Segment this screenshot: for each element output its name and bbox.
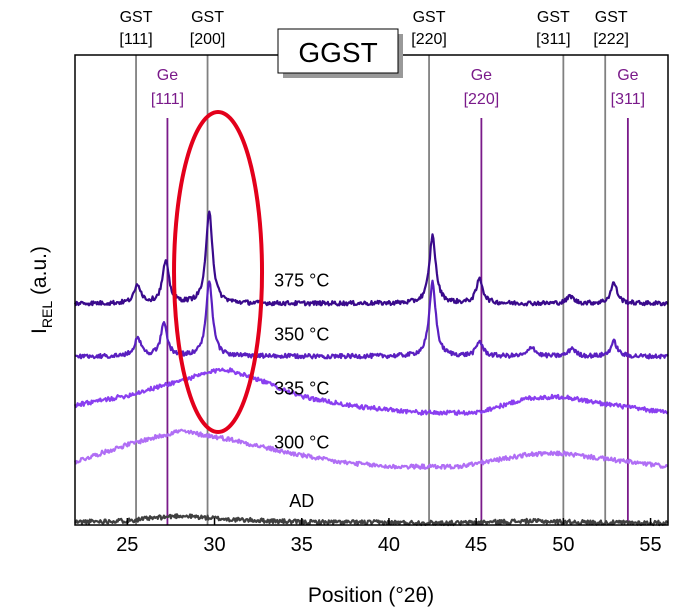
chart-title: GGST [298, 37, 377, 68]
ge-reference-label: Ge [617, 67, 638, 84]
gst-reference-index: [222] [593, 31, 629, 48]
x-tick-label: 40 [378, 534, 400, 556]
gst-reference-label: GST [595, 9, 628, 26]
gst-reference-index: [311] [536, 31, 570, 48]
ge-reference-index: [220] [464, 91, 500, 108]
x-tick-label: 25 [116, 534, 138, 556]
chart-title-box [277, 28, 399, 74]
series-label: 335 °C [274, 379, 329, 399]
x-tick-label: 30 [203, 534, 225, 556]
series-line [73, 367, 669, 416]
gst-reference-label: GST [120, 9, 153, 26]
gst-reference-index: [220] [411, 31, 447, 48]
x-tick-label: 45 [465, 534, 487, 556]
ge-reference-label: Ge [157, 67, 178, 84]
x-axis-title: Position (°2θ) [308, 584, 434, 607]
gst-reference-label: GST [413, 9, 446, 26]
x-tick-label: 35 [291, 534, 313, 556]
series-label: AD [289, 491, 314, 511]
reference-labels: GST [111] GST [200] GST [220] GST [311] GST [222]… [119, 9, 645, 108]
y-axis-title-subscript: REL [39, 301, 55, 328]
reference-lines [135, 55, 629, 525]
highlight-ellipse [172, 110, 265, 434]
series-label: 375 °C [274, 270, 329, 290]
x-axis-ticks: 25 30 35 40 45 50 55 [116, 518, 662, 556]
gst-reference-index: [200] [190, 31, 226, 48]
gst-reference-index: [111] [119, 31, 152, 48]
ge-reference-index: [111] [151, 91, 184, 108]
ge-reference-index: [311] [611, 91, 645, 108]
gst-reference-label: GST [537, 9, 570, 26]
y-axis-title: IREL (a.u.) [28, 246, 55, 334]
series-line [73, 210, 669, 307]
gst-reference-label: GST [191, 9, 224, 26]
ge-reference-label: Ge [471, 67, 492, 84]
x-tick-label: 50 [552, 534, 574, 556]
series-label: 350 °C [274, 325, 329, 345]
diffraction-series [73, 210, 669, 527]
series-line [74, 279, 669, 360]
series-labels: AD 300 °C 335 °C 350 °C 375 °C [274, 270, 329, 511]
x-tick-label: 55 [639, 534, 661, 556]
series-label: 300 °C [274, 433, 329, 453]
series-line [73, 428, 669, 470]
y-axis-title-suffix: (a.u.) [28, 246, 51, 301]
series-line [74, 513, 669, 527]
y-axis-title-base: I [28, 328, 51, 334]
